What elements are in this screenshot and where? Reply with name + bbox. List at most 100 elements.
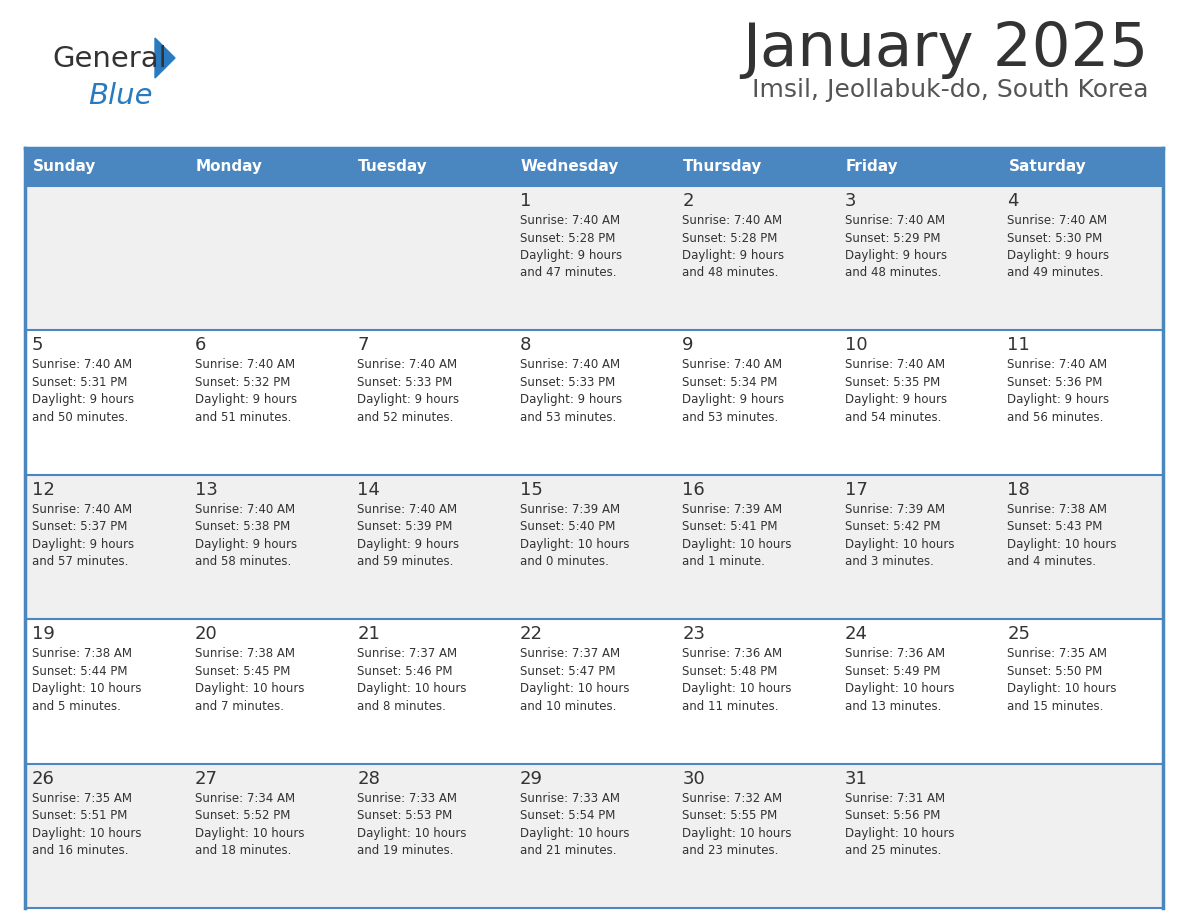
Bar bbox=[838, 148, 1000, 186]
Text: Sunset: 5:34 PM: Sunset: 5:34 PM bbox=[682, 375, 778, 389]
Text: 4: 4 bbox=[1007, 192, 1019, 210]
Text: Monday: Monday bbox=[196, 160, 263, 174]
Text: Sunset: 5:43 PM: Sunset: 5:43 PM bbox=[1007, 521, 1102, 533]
Text: Sunset: 5:47 PM: Sunset: 5:47 PM bbox=[519, 665, 615, 677]
Text: Sunset: 5:30 PM: Sunset: 5:30 PM bbox=[1007, 231, 1102, 244]
Text: Sunrise: 7:33 AM: Sunrise: 7:33 AM bbox=[358, 791, 457, 804]
Text: and 0 minutes.: and 0 minutes. bbox=[519, 555, 608, 568]
Text: Daylight: 10 hours: Daylight: 10 hours bbox=[195, 682, 304, 695]
Text: and 49 minutes.: and 49 minutes. bbox=[1007, 266, 1104, 279]
Text: 19: 19 bbox=[32, 625, 55, 644]
Text: Tuesday: Tuesday bbox=[358, 160, 428, 174]
Text: Sunset: 5:32 PM: Sunset: 5:32 PM bbox=[195, 375, 290, 389]
Bar bbox=[675, 148, 838, 186]
Text: Daylight: 9 hours: Daylight: 9 hours bbox=[32, 394, 134, 407]
Text: and 59 minutes.: and 59 minutes. bbox=[358, 555, 454, 568]
Text: Sunset: 5:50 PM: Sunset: 5:50 PM bbox=[1007, 665, 1102, 677]
Text: General: General bbox=[52, 45, 166, 73]
Text: and 53 minutes.: and 53 minutes. bbox=[519, 411, 615, 424]
Text: and 48 minutes.: and 48 minutes. bbox=[682, 266, 778, 279]
Text: Daylight: 10 hours: Daylight: 10 hours bbox=[1007, 538, 1117, 551]
Text: Daylight: 9 hours: Daylight: 9 hours bbox=[682, 249, 784, 262]
Text: and 3 minutes.: and 3 minutes. bbox=[845, 555, 934, 568]
Text: Sunset: 5:52 PM: Sunset: 5:52 PM bbox=[195, 809, 290, 823]
Text: and 16 minutes.: and 16 minutes. bbox=[32, 844, 128, 857]
Text: Sunrise: 7:40 AM: Sunrise: 7:40 AM bbox=[519, 214, 620, 227]
Text: Sunset: 5:29 PM: Sunset: 5:29 PM bbox=[845, 231, 941, 244]
Text: Daylight: 9 hours: Daylight: 9 hours bbox=[519, 249, 621, 262]
Text: Sunset: 5:55 PM: Sunset: 5:55 PM bbox=[682, 809, 777, 823]
Text: Sunrise: 7:40 AM: Sunrise: 7:40 AM bbox=[845, 214, 944, 227]
Text: 21: 21 bbox=[358, 625, 380, 644]
Text: and 10 minutes.: and 10 minutes. bbox=[519, 700, 617, 712]
Text: Sunset: 5:48 PM: Sunset: 5:48 PM bbox=[682, 665, 778, 677]
Text: Saturday: Saturday bbox=[1009, 160, 1086, 174]
Text: Sunrise: 7:40 AM: Sunrise: 7:40 AM bbox=[195, 503, 295, 516]
Text: Sunrise: 7:36 AM: Sunrise: 7:36 AM bbox=[845, 647, 944, 660]
Bar bbox=[25, 620, 1163, 764]
Text: and 13 minutes.: and 13 minutes. bbox=[845, 700, 941, 712]
Text: Sunset: 5:28 PM: Sunset: 5:28 PM bbox=[519, 231, 615, 244]
Bar bbox=[25, 475, 1163, 620]
Bar bbox=[25, 764, 1163, 908]
Text: Daylight: 10 hours: Daylight: 10 hours bbox=[519, 538, 630, 551]
Text: and 15 minutes.: and 15 minutes. bbox=[1007, 700, 1104, 712]
Text: 23: 23 bbox=[682, 625, 706, 644]
Text: Sunday: Sunday bbox=[33, 160, 96, 174]
Text: Sunset: 5:33 PM: Sunset: 5:33 PM bbox=[358, 375, 453, 389]
Text: 11: 11 bbox=[1007, 336, 1030, 354]
Text: and 8 minutes.: and 8 minutes. bbox=[358, 700, 446, 712]
Text: Daylight: 9 hours: Daylight: 9 hours bbox=[1007, 249, 1110, 262]
Text: and 4 minutes.: and 4 minutes. bbox=[1007, 555, 1097, 568]
Text: Daylight: 10 hours: Daylight: 10 hours bbox=[682, 682, 791, 695]
Text: Sunrise: 7:38 AM: Sunrise: 7:38 AM bbox=[32, 647, 132, 660]
Text: and 19 minutes.: and 19 minutes. bbox=[358, 844, 454, 857]
Text: 22: 22 bbox=[519, 625, 543, 644]
Text: 25: 25 bbox=[1007, 625, 1030, 644]
Text: Sunset: 5:39 PM: Sunset: 5:39 PM bbox=[358, 521, 453, 533]
Text: Imsil, Jeollabuk-do, South Korea: Imsil, Jeollabuk-do, South Korea bbox=[752, 78, 1148, 102]
Text: Daylight: 9 hours: Daylight: 9 hours bbox=[358, 394, 460, 407]
Text: Daylight: 10 hours: Daylight: 10 hours bbox=[32, 682, 141, 695]
Text: 15: 15 bbox=[519, 481, 543, 498]
Text: Sunrise: 7:40 AM: Sunrise: 7:40 AM bbox=[32, 358, 132, 372]
Text: and 7 minutes.: and 7 minutes. bbox=[195, 700, 284, 712]
Text: Daylight: 10 hours: Daylight: 10 hours bbox=[519, 682, 630, 695]
Text: Daylight: 9 hours: Daylight: 9 hours bbox=[519, 394, 621, 407]
Text: Sunrise: 7:40 AM: Sunrise: 7:40 AM bbox=[682, 214, 783, 227]
Text: 26: 26 bbox=[32, 769, 55, 788]
Text: and 52 minutes.: and 52 minutes. bbox=[358, 411, 454, 424]
Text: 27: 27 bbox=[195, 769, 217, 788]
Text: Sunrise: 7:39 AM: Sunrise: 7:39 AM bbox=[682, 503, 783, 516]
Text: Blue: Blue bbox=[88, 82, 152, 110]
Text: Sunset: 5:51 PM: Sunset: 5:51 PM bbox=[32, 809, 127, 823]
Text: 2: 2 bbox=[682, 192, 694, 210]
Text: Sunset: 5:53 PM: Sunset: 5:53 PM bbox=[358, 809, 453, 823]
Text: and 5 minutes.: and 5 minutes. bbox=[32, 700, 121, 712]
Bar bbox=[25, 330, 1163, 475]
Text: 3: 3 bbox=[845, 192, 857, 210]
Text: Daylight: 9 hours: Daylight: 9 hours bbox=[195, 538, 297, 551]
Text: Daylight: 10 hours: Daylight: 10 hours bbox=[32, 826, 141, 840]
Text: and 53 minutes.: and 53 minutes. bbox=[682, 411, 778, 424]
Text: 1: 1 bbox=[519, 192, 531, 210]
Text: 14: 14 bbox=[358, 481, 380, 498]
Text: Sunset: 5:49 PM: Sunset: 5:49 PM bbox=[845, 665, 941, 677]
Text: Daylight: 9 hours: Daylight: 9 hours bbox=[358, 538, 460, 551]
Text: 16: 16 bbox=[682, 481, 704, 498]
Text: Sunrise: 7:40 AM: Sunrise: 7:40 AM bbox=[358, 358, 457, 372]
Bar bbox=[188, 148, 350, 186]
Text: Sunrise: 7:34 AM: Sunrise: 7:34 AM bbox=[195, 791, 295, 804]
Text: Daylight: 9 hours: Daylight: 9 hours bbox=[845, 249, 947, 262]
Text: 9: 9 bbox=[682, 336, 694, 354]
Text: Sunrise: 7:40 AM: Sunrise: 7:40 AM bbox=[682, 358, 783, 372]
Text: 13: 13 bbox=[195, 481, 217, 498]
Text: and 58 minutes.: and 58 minutes. bbox=[195, 555, 291, 568]
Text: Sunrise: 7:39 AM: Sunrise: 7:39 AM bbox=[845, 503, 944, 516]
Text: Daylight: 10 hours: Daylight: 10 hours bbox=[845, 682, 954, 695]
Text: Sunset: 5:38 PM: Sunset: 5:38 PM bbox=[195, 521, 290, 533]
Text: Sunrise: 7:38 AM: Sunrise: 7:38 AM bbox=[195, 647, 295, 660]
Text: Sunset: 5:44 PM: Sunset: 5:44 PM bbox=[32, 665, 127, 677]
Text: Sunrise: 7:31 AM: Sunrise: 7:31 AM bbox=[845, 791, 944, 804]
Text: Daylight: 9 hours: Daylight: 9 hours bbox=[195, 394, 297, 407]
